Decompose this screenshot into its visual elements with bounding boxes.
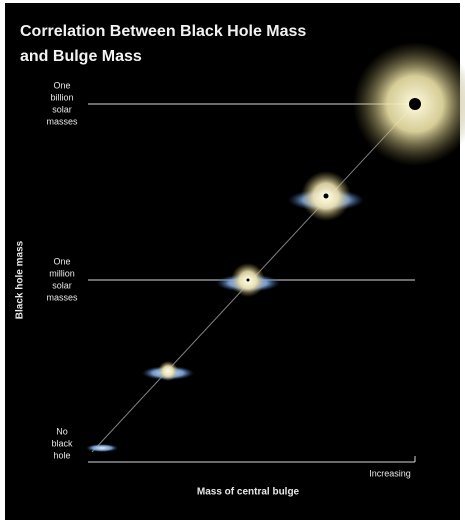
galaxy xyxy=(86,444,118,452)
y-label-line: black xyxy=(51,438,73,448)
galaxy-bulge xyxy=(158,361,178,381)
y-label-line: No xyxy=(56,426,68,436)
x-end-label: Increasing xyxy=(369,468,411,478)
y-label-line: masses xyxy=(46,292,78,302)
y-axis-label: Black hole mass xyxy=(15,240,26,319)
y-label-line: One xyxy=(53,256,70,266)
y-label-line: solar xyxy=(52,104,72,114)
black-hole xyxy=(246,278,250,282)
y-label-line: One xyxy=(53,80,70,90)
y-label-line: hole xyxy=(53,450,70,460)
y-labels: One billion solar masses One million solar mass… xyxy=(46,80,78,460)
title-line: and Bulge Mass xyxy=(20,48,142,65)
y-label-line: solar xyxy=(52,280,72,290)
x-axis-label: Mass of central bulge xyxy=(197,487,300,498)
y-label-line: billion xyxy=(50,92,73,102)
y-label-line: masses xyxy=(46,116,78,126)
y-label-line: million xyxy=(49,268,75,278)
black-hole xyxy=(409,98,421,110)
title-line: Correlation Between Black Hole Mass xyxy=(20,23,306,40)
black-hole xyxy=(323,193,329,199)
